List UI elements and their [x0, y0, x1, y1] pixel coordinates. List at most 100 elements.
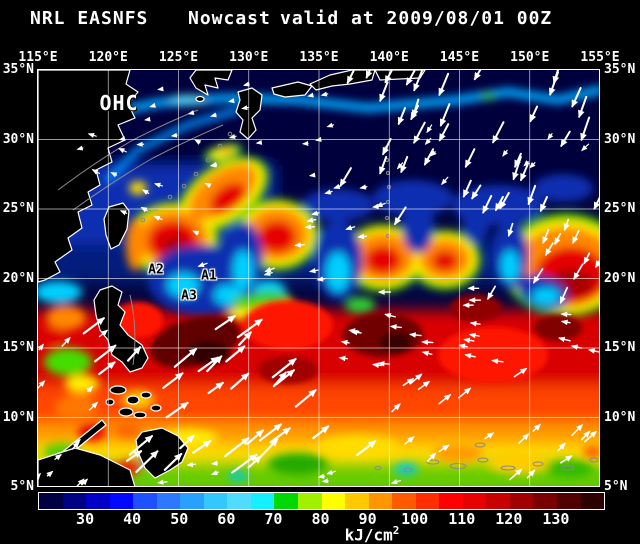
current-vector [316, 276, 326, 282]
colorbar-cell [298, 493, 322, 509]
current-vector [38, 380, 46, 389]
current-vector [308, 172, 316, 178]
current-vector [238, 331, 252, 347]
current-vector [409, 332, 422, 338]
current-vector [197, 261, 208, 268]
colorbar-cell [62, 493, 87, 509]
lon-tick-label: 140°E [369, 50, 409, 65]
current-vector [136, 141, 145, 147]
current-vector [356, 440, 377, 457]
current-vector [463, 337, 475, 344]
current-vector [462, 302, 474, 308]
current-vector [438, 444, 450, 453]
annotation-a1: A1 [201, 268, 217, 284]
current-vector [382, 138, 392, 156]
current-vector [246, 429, 265, 445]
current-vector [578, 95, 588, 119]
current-vector [357, 233, 368, 240]
current-vector [494, 195, 504, 212]
lon-tick-label: 145°E [439, 50, 480, 65]
current-vector [377, 289, 392, 295]
current-vector [581, 143, 590, 152]
current-vector [588, 348, 600, 354]
current-vector [417, 380, 431, 391]
current-vector [532, 423, 542, 432]
colorbar-tick-label: 90 [358, 510, 377, 528]
current-vector [173, 347, 198, 368]
current-vector [110, 172, 118, 178]
current-vector [192, 440, 212, 454]
current-vector [545, 242, 554, 257]
current-vector [87, 132, 97, 138]
colorbar-cell [509, 493, 534, 509]
current-vector [397, 107, 407, 126]
current-vector [413, 121, 426, 144]
model-name: NRL EASNFS [30, 8, 149, 29]
current-vector [404, 436, 415, 445]
current-vector [570, 344, 583, 350]
current-vector [263, 270, 273, 276]
current-vector [421, 339, 434, 346]
current-vector [559, 286, 569, 304]
colorbar-cell [86, 493, 110, 509]
current-vector [491, 358, 504, 364]
current-vector [571, 423, 584, 437]
current-vector [163, 452, 183, 471]
colorbar-cell [109, 493, 134, 509]
current-vector [584, 430, 598, 443]
current-vector [533, 268, 544, 284]
current-vector [98, 361, 116, 376]
current-vector [405, 70, 416, 86]
colorbar-tick-label: 120 [495, 510, 523, 528]
lat-tick-label: 15°N [2, 340, 34, 355]
current-vector [426, 452, 437, 462]
current-vector [76, 145, 84, 151]
current-vector [162, 372, 184, 389]
current-vector [340, 339, 350, 346]
current-vector [554, 232, 562, 246]
current-vector [560, 311, 572, 318]
current-vector [593, 190, 600, 210]
current-vector [379, 155, 388, 175]
current-vector [471, 184, 482, 200]
current-vector [311, 210, 320, 216]
current-vector [468, 332, 480, 339]
current-vector [228, 134, 237, 139]
current-vector [595, 251, 600, 269]
current-vector [512, 155, 522, 181]
current-vector [438, 72, 450, 97]
current-vector [520, 164, 529, 182]
current-vector [315, 136, 322, 142]
current-vector [526, 469, 536, 479]
current-vector [467, 285, 480, 292]
colorbar-unit: kJ/cm2 [344, 524, 400, 544]
current-vector [430, 150, 437, 157]
current-vector [119, 210, 128, 216]
current-vector [469, 320, 481, 327]
current-vector [464, 353, 476, 359]
current-vector [210, 470, 220, 476]
current-vector [527, 184, 537, 206]
colorbar-cell [533, 493, 558, 509]
current-vector [307, 92, 314, 98]
current-vector [583, 252, 591, 265]
current-vector [258, 438, 279, 460]
current-vector [377, 360, 391, 367]
colorbar-cell [250, 493, 275, 509]
current-vector [462, 179, 472, 198]
current-vector [82, 317, 105, 335]
current-vector [228, 98, 235, 104]
current-vector [571, 87, 582, 108]
lat-tick-label: 15°N [604, 340, 636, 355]
colorbar-cell [345, 493, 369, 509]
current-vector [326, 122, 335, 128]
current-vector [156, 479, 168, 485]
lon-tick-label: 120°E [88, 50, 128, 65]
valid-time: valid at 2009/08/01 00Z [280, 8, 553, 29]
current-vector [482, 194, 493, 214]
current-vector [153, 182, 163, 188]
current-vector [241, 105, 249, 111]
colorbar-cell [227, 493, 251, 509]
current-vector [542, 229, 550, 245]
current-vector [400, 155, 409, 174]
